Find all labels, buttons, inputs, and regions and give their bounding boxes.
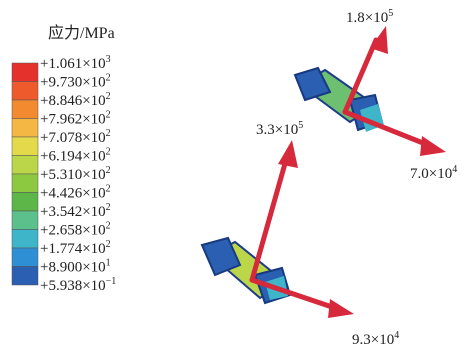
exponent: 3 xyxy=(106,54,111,65)
swatch xyxy=(12,174,38,193)
mantissa: +6.194×10 xyxy=(40,149,106,165)
swatch xyxy=(12,211,38,230)
legend-title: 应力/MPa xyxy=(48,23,115,42)
mantissa: +7.078×10 xyxy=(40,130,106,146)
sci-label: 9.3×104 xyxy=(352,330,399,348)
exponent: 2 xyxy=(106,110,111,121)
swatch xyxy=(12,82,38,101)
sci-label: +5.938×10−1 xyxy=(40,276,116,294)
exponent: 1 xyxy=(106,258,111,269)
swatch xyxy=(12,137,38,156)
exponent: −1 xyxy=(106,276,117,287)
mantissa: +5.310×10 xyxy=(40,167,106,183)
exponent: 2 xyxy=(106,239,111,250)
mantissa: +1.061×10 xyxy=(40,56,106,72)
sci-label: +5.310×102 xyxy=(40,165,111,183)
mantissa: 9.3×10 xyxy=(352,332,394,348)
swatch xyxy=(12,156,38,175)
sci-label: 7.0×104 xyxy=(410,164,457,182)
lower-bolt xyxy=(202,238,290,303)
mantissa: +1.774×10 xyxy=(40,241,106,257)
mantissa: +9.730×10 xyxy=(40,75,106,91)
sci-label: +3.542×102 xyxy=(40,202,111,220)
sci-label: +9.730×102 xyxy=(40,73,111,91)
mantissa: +3.542×10 xyxy=(40,204,106,220)
exponent: 2 xyxy=(106,128,111,139)
mantissa: +8.900×10 xyxy=(40,260,106,276)
sci-label: 3.3×105 xyxy=(256,120,303,138)
sci-label: +7.962×102 xyxy=(40,110,111,128)
sci-label: +8.846×102 xyxy=(40,91,111,109)
exponent: 2 xyxy=(106,73,111,84)
exponent: 5 xyxy=(298,120,303,131)
sci-label: +6.194×102 xyxy=(40,147,111,165)
mantissa: +4.426×10 xyxy=(40,186,106,202)
sci-label: +1.061×103 xyxy=(40,54,111,72)
exponent: 2 xyxy=(106,165,111,176)
swatch xyxy=(12,193,38,212)
mantissa: +8.846×10 xyxy=(40,93,106,109)
sci-label: +2.658×102 xyxy=(40,221,111,239)
exponent: 5 xyxy=(388,8,393,19)
exponent: 2 xyxy=(106,184,111,195)
mantissa: +7.962×10 xyxy=(40,112,106,128)
exponent: 2 xyxy=(106,91,111,102)
sci-label: +1.774×102 xyxy=(40,239,111,257)
color-scale: +1.061×103+9.730×102+8.846×102+7.962×102… xyxy=(12,54,116,294)
swatch xyxy=(12,248,38,267)
swatch xyxy=(12,119,38,138)
swatch xyxy=(12,63,38,82)
swatch xyxy=(12,230,38,249)
exponent: 4 xyxy=(452,164,457,175)
swatch xyxy=(12,267,38,286)
sci-label: +7.078×102 xyxy=(40,128,111,146)
exponent: 2 xyxy=(106,147,111,158)
sci-label: +4.426×102 xyxy=(40,184,111,202)
swatch xyxy=(12,100,38,119)
exponent: 2 xyxy=(106,221,111,232)
mantissa: 3.3×10 xyxy=(256,122,298,138)
mantissa: +5.938×10 xyxy=(40,278,106,294)
mantissa: 1.8×10 xyxy=(346,10,388,26)
exponent: 4 xyxy=(394,330,399,341)
sci-label: 1.8×105 xyxy=(346,8,393,26)
mantissa: 7.0×10 xyxy=(410,166,452,182)
figure: 应力/MPa +1.061×103+9.730×102+8.846×102+7.… xyxy=(0,0,475,352)
mantissa: +2.658×10 xyxy=(40,223,106,239)
exponent: 2 xyxy=(106,202,111,213)
sci-label: +8.900×101 xyxy=(40,258,111,276)
